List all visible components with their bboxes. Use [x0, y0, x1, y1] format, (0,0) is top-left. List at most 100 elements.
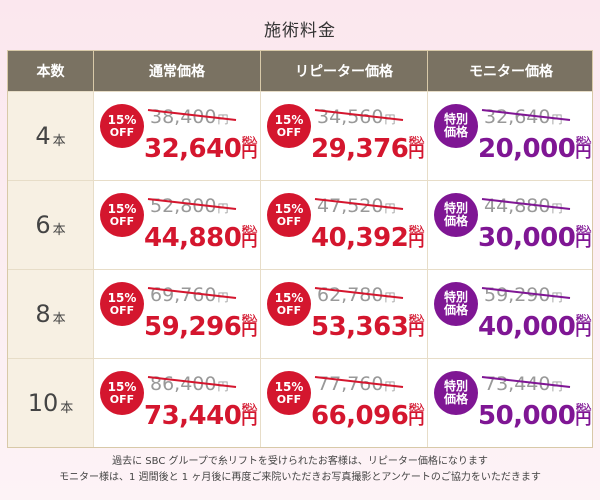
sale-price: 29,376円 税込	[311, 134, 424, 164]
tax-included-label: 税込	[241, 403, 258, 412]
discount-badge: 15% OFF	[100, 371, 144, 415]
original-price: 59,290円	[484, 284, 562, 306]
tax-included-label: 税込	[575, 225, 592, 234]
sale-price-yen: 円	[241, 142, 257, 161]
page-title: 施術料金	[264, 21, 336, 41]
sale-price-value: 30,000	[478, 223, 576, 253]
sale-price-value: 29,376	[311, 134, 409, 164]
tax-included-label: 税込	[241, 314, 258, 323]
repeater-price-cell: 15% OFF 47,520円 40,392円 税込	[261, 181, 428, 269]
original-price: 69,760円	[150, 284, 228, 306]
price-table: 本数 通常価格 リピーター価格 モニター価格 4 本 15% OFF 38,400円 32…	[7, 50, 593, 448]
count-number: 6	[35, 211, 51, 239]
badge-line1: 特別	[443, 290, 468, 305]
original-price-yen: 円	[217, 380, 229, 393]
sale-price: 20,000円 税込	[478, 134, 591, 164]
table-row: 10 本 15% OFF 86,400円 73,440円 税込 15% OFF 77,760円 66…	[8, 358, 592, 447]
badge-line2: 価格	[443, 214, 468, 228]
original-price: 38,400円	[150, 106, 228, 128]
discount-badge: 15% OFF	[100, 104, 144, 148]
badge-line1: 15%	[107, 379, 137, 394]
badge-line1: 特別	[443, 201, 468, 216]
header-count: 本数	[8, 51, 94, 91]
header-regular-price: 通常価格	[94, 51, 261, 91]
original-price-value: 32,640	[484, 106, 551, 128]
repeater-price-cell: 15% OFF 34,560円 29,376円 税込	[261, 92, 428, 180]
sale-price: 73,440円 税込	[144, 401, 257, 431]
count-number: 8	[35, 300, 51, 328]
sale-price-value: 53,363	[311, 312, 409, 342]
monitor-price-cell: 特別 価格 59,290円 40,000円 税込	[428, 270, 594, 358]
original-price-value: 47,520	[317, 195, 384, 217]
sale-price-yen: 円	[408, 142, 424, 161]
badge-line2: OFF	[276, 214, 302, 228]
notes: 過去に SBC グループで糸リフトを受けられたお客様は、リピーター価格になります…	[0, 454, 600, 486]
badge-line1: 15%	[274, 290, 304, 305]
count-cell: 10 本	[8, 359, 94, 447]
special-price-badge: 特別 価格	[434, 282, 478, 326]
original-price-value: 69,760	[150, 284, 217, 306]
original-price-value: 62,780	[317, 284, 384, 306]
badge-line2: OFF	[276, 392, 302, 406]
badge-line1: 15%	[274, 112, 304, 127]
sale-price: 53,363円 税込	[311, 312, 424, 342]
original-price-value: 86,400	[150, 373, 217, 395]
badge-line2: OFF	[109, 392, 135, 406]
badge-line2: 価格	[443, 392, 468, 406]
table-row: 8 本 15% OFF 69,760円 59,296円 税込 15% OFF 62,780円 53,…	[8, 269, 592, 358]
header-monitor-price: モニター価格	[469, 64, 553, 80]
badge-line1: 15%	[107, 112, 137, 127]
tax-included-label: 税込	[575, 136, 592, 145]
original-price-value: 44,880	[484, 195, 551, 217]
discount-badge: 15% OFF	[267, 371, 311, 415]
original-price-value: 77,760	[317, 373, 384, 395]
special-price-badge: 特別 価格	[434, 104, 478, 148]
original-price: 47,520円	[317, 195, 395, 217]
sale-price: 50,000円 税込	[478, 401, 591, 431]
badge-line2: 価格	[443, 125, 468, 139]
count-number: 10	[27, 389, 59, 417]
tax-included-label: 税込	[575, 403, 592, 412]
regular-price-cell: 15% OFF 52,800円 44,880円 税込	[94, 181, 261, 269]
monitor-price-cell: 特別 価格 73,440円 50,000円 税込	[428, 359, 594, 447]
header-repeater-price: リピーター価格	[261, 51, 428, 91]
badge-line1: 15%	[274, 201, 304, 216]
sale-price-yen: 円	[408, 320, 424, 339]
sale-price: 30,000円 税込	[478, 223, 591, 253]
repeater-price-cell: 15% OFF 77,760円 66,096円 税込	[261, 359, 428, 447]
original-price: 44,880円	[484, 195, 562, 217]
badge-line2: OFF	[276, 125, 302, 139]
badge-line2: 価格	[443, 303, 468, 317]
sale-price-value: 40,392	[311, 223, 409, 253]
badge-line2: OFF	[109, 214, 135, 228]
original-price-yen: 円	[551, 291, 563, 304]
sale-price-value: 32,640	[144, 134, 242, 164]
regular-price-cell: 15% OFF 69,760円 59,296円 税込	[94, 270, 261, 358]
sale-price: 44,880円 税込	[144, 223, 257, 253]
badge-line2: OFF	[276, 303, 302, 317]
special-price-badge: 特別 価格	[434, 371, 478, 415]
special-price-badge: 特別 価格	[434, 193, 478, 237]
original-price: 52,800円	[150, 195, 228, 217]
sale-price: 40,392円 税込	[311, 223, 424, 253]
sale-price-yen: 円	[408, 231, 424, 250]
sale-price-value: 66,096	[311, 401, 409, 431]
badge-line1: 15%	[274, 379, 304, 394]
monitor-price-cell: 特別 価格 32,640円 20,000円 税込	[428, 92, 594, 180]
badge-line1: 特別	[443, 379, 468, 394]
monitor-price-cell: 特別 価格 44,880円 30,000円 税込	[428, 181, 594, 269]
repeater-price-cell: 15% OFF 62,780円 53,363円 税込	[261, 270, 428, 358]
original-price-value: 73,440	[484, 373, 551, 395]
discount-badge: 15% OFF	[100, 282, 144, 326]
badge-line1: 15%	[107, 201, 137, 216]
discount-badge: 15% OFF	[267, 104, 311, 148]
original-price-yen: 円	[384, 291, 396, 304]
regular-price-cell: 15% OFF 86,400円 73,440円 税込	[94, 359, 261, 447]
table-row: 6 本 15% OFF 52,800円 44,880円 税込 15% OFF 47,520円 40,…	[8, 180, 592, 269]
tax-included-label: 税込	[575, 314, 592, 323]
tax-included-label: 税込	[408, 225, 425, 234]
original-price: 86,400円	[150, 373, 228, 395]
original-price-yen: 円	[384, 113, 396, 126]
